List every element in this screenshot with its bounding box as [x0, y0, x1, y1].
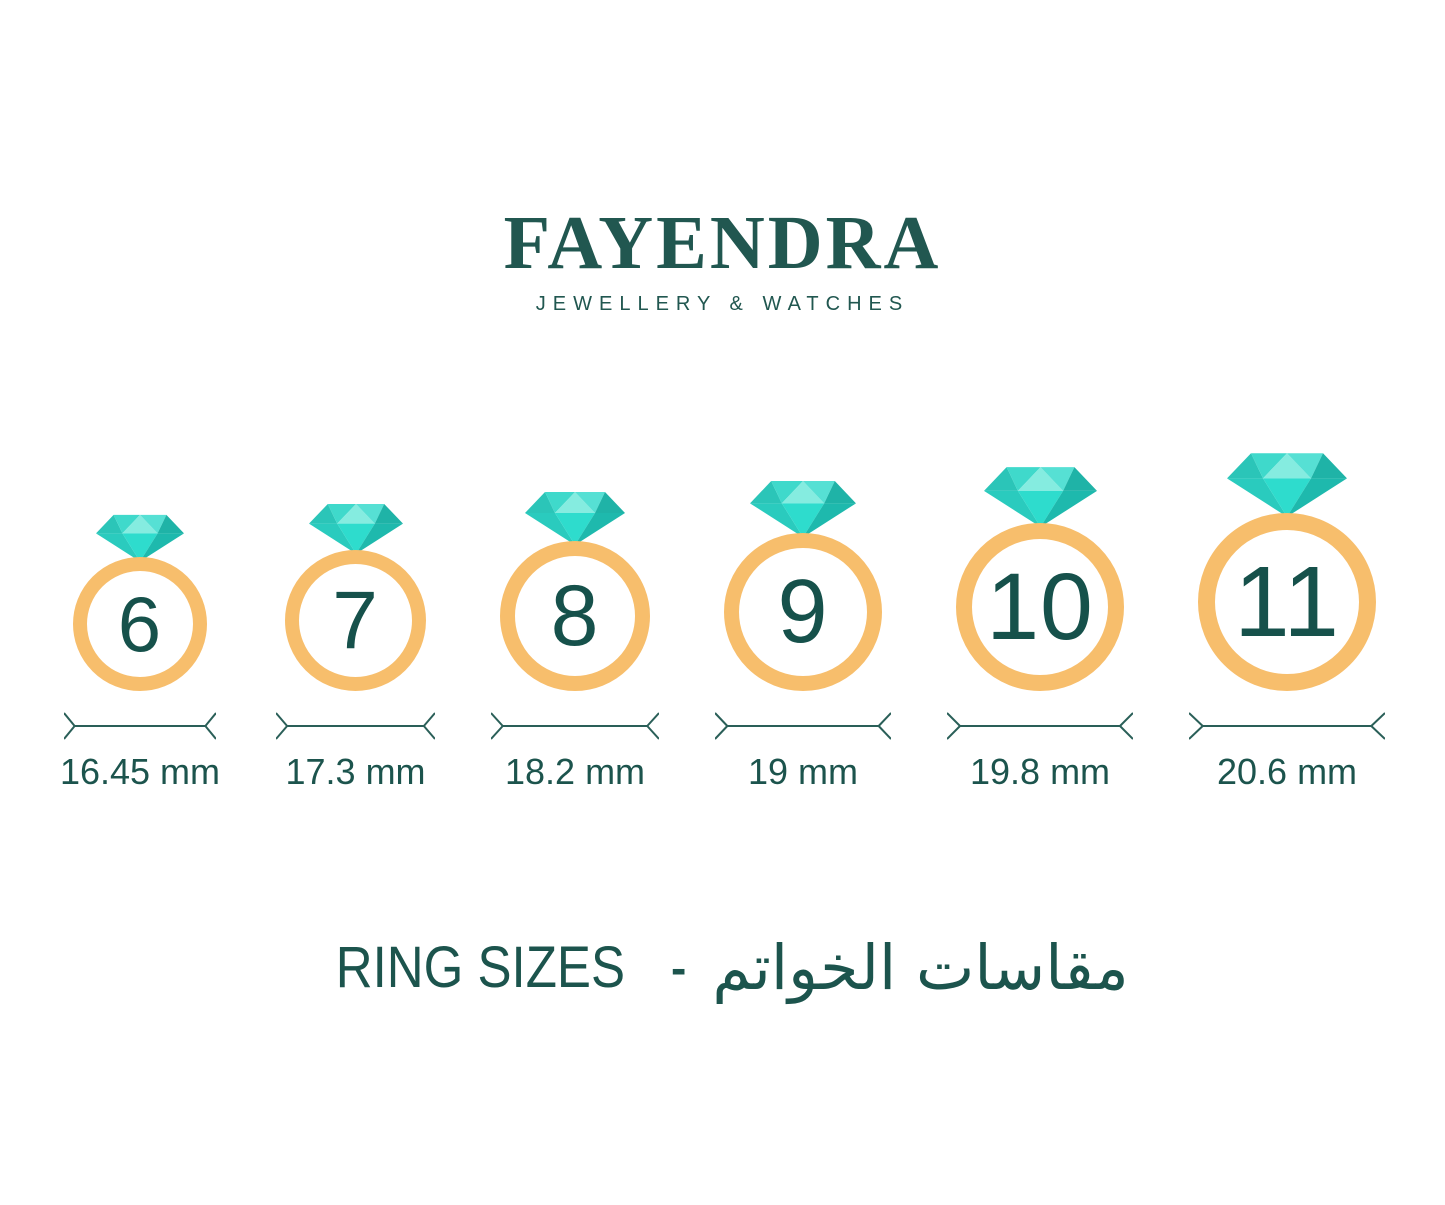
measure-arrow-icon — [947, 711, 1133, 741]
ring-size-number: 9 — [777, 561, 829, 662]
ring-diameter-label: 20.6 mm — [1217, 751, 1358, 792]
ring-size-item-10: 10 19.8 mm — [947, 466, 1133, 793]
brand-name: FAYENDRA — [503, 201, 942, 285]
ring-size-number: 8 — [550, 567, 600, 664]
footer-title-english: RING SIZES — [336, 935, 626, 1000]
ring-size-item-8: 8 18.2 mm — [491, 491, 659, 793]
ring-size-item-6: 6 16.45 mm — [60, 514, 220, 793]
ring-size-number: 6 — [117, 579, 163, 668]
rings-row: 6 16.45 mm — [0, 452, 1445, 793]
brand-tagline: JEWELLERY & WATCHES — [535, 293, 910, 315]
diamond-icon — [525, 492, 626, 545]
ring-band: 7 — [285, 550, 427, 691]
footer-title: RING SIZES - مقاسات الخواتم — [0, 931, 1445, 1004]
footer-separator: - — [671, 941, 687, 994]
ring-band: 6 — [72, 557, 207, 691]
ring-size-number: 7 — [332, 574, 379, 666]
ring-diameter-label: 19.8 mm — [970, 751, 1111, 792]
ring-diameter-label: 19 mm — [748, 751, 859, 792]
measure-arrow-icon — [276, 711, 435, 741]
ring-size-item-7: 7 17.3 mm — [276, 503, 435, 793]
ring-diameter-label: 17.3 mm — [285, 751, 426, 792]
measure-arrow-icon — [491, 711, 659, 741]
diamond-icon — [1227, 453, 1348, 517]
ring-diameter-label: 16.45 mm — [59, 751, 221, 792]
ring-size-item-9: 9 19 mm — [715, 480, 891, 793]
ring-band: 11 — [1198, 513, 1377, 691]
ring-size-number: 10 — [986, 553, 1094, 660]
footer-title-arabic: مقاسات الخواتم — [712, 931, 1129, 1004]
ring-band: 9 — [724, 533, 883, 691]
measure-arrow-icon — [64, 711, 216, 741]
diamond-icon — [983, 466, 1097, 527]
diamond-icon — [750, 480, 857, 537]
diamond-icon — [95, 514, 184, 562]
measure-arrow-icon — [1189, 711, 1385, 741]
measure-arrow-icon — [715, 711, 891, 741]
brand-header: FAYENDRA JEWELLERY & WATCHES — [0, 0, 1445, 316]
ring-size-number: 11 — [1234, 545, 1340, 658]
ring-size-item-11: 11 20.6 mm — [1189, 452, 1385, 793]
ring-band: 8 — [500, 541, 651, 691]
ring-diameter-label: 18.2 mm — [505, 751, 646, 792]
ring-band: 10 — [956, 523, 1125, 691]
diamond-icon — [308, 504, 403, 555]
